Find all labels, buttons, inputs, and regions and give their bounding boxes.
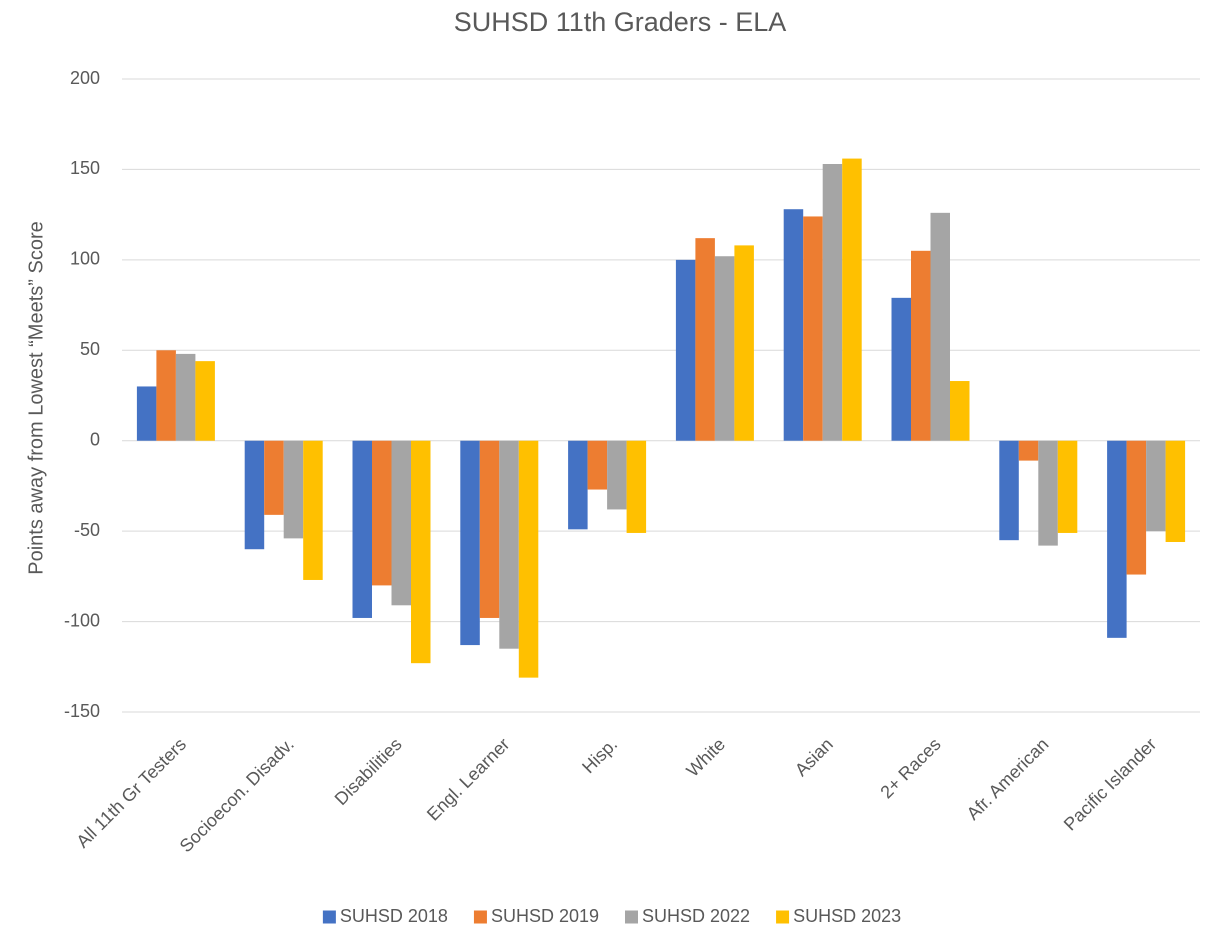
bar bbox=[803, 216, 823, 441]
y-tick-label: 150 bbox=[70, 158, 100, 178]
bar bbox=[264, 440, 284, 515]
bar bbox=[175, 353, 196, 441]
bar bbox=[607, 440, 627, 510]
x-tick-label: Hisp. bbox=[578, 734, 621, 777]
chart-title: SUHSD 11th Graders - ELA bbox=[454, 7, 787, 37]
bar bbox=[1107, 440, 1127, 638]
bar bbox=[783, 209, 804, 441]
x-tick-label: White bbox=[682, 734, 729, 781]
bar bbox=[734, 245, 754, 441]
y-tick-label: 200 bbox=[70, 68, 100, 88]
legend-label: SUHSD 2023 bbox=[793, 906, 901, 926]
bar bbox=[714, 256, 735, 441]
legend-label: SUHSD 2019 bbox=[491, 906, 599, 926]
x-tick-label: Engl. Learner bbox=[423, 734, 514, 825]
x-tick-label: Asian bbox=[791, 734, 837, 780]
bar bbox=[391, 440, 411, 606]
y-tick-label: -100 bbox=[64, 610, 100, 630]
bar bbox=[999, 440, 1019, 541]
bar bbox=[911, 250, 931, 441]
x-tick-label: Pacific Islander bbox=[1060, 734, 1160, 834]
legend-label: SUHSD 2018 bbox=[340, 906, 448, 926]
x-tick-label: Disabilities bbox=[331, 734, 406, 809]
y-tick-label: 0 bbox=[90, 429, 100, 449]
legend-swatch bbox=[322, 910, 336, 924]
bar bbox=[1165, 440, 1186, 542]
legend-swatch bbox=[473, 910, 487, 924]
bar bbox=[950, 381, 970, 441]
bar bbox=[244, 440, 265, 550]
y-tick-label: -50 bbox=[74, 520, 100, 540]
bar bbox=[479, 440, 500, 618]
bar bbox=[1146, 440, 1166, 532]
bar bbox=[411, 440, 431, 664]
bar bbox=[1057, 440, 1078, 533]
legend-swatch bbox=[776, 910, 790, 924]
x-tick-label: Socioecon. Disadv. bbox=[176, 734, 298, 856]
bar bbox=[695, 238, 715, 441]
bar bbox=[842, 158, 862, 441]
bar bbox=[460, 440, 480, 646]
bar bbox=[372, 440, 392, 586]
bar bbox=[626, 440, 647, 533]
y-axis-label: Points away from Lowest “Meets” Score bbox=[25, 221, 47, 574]
bar bbox=[156, 350, 176, 441]
legend-label: SUHSD 2022 bbox=[642, 906, 750, 926]
bar bbox=[1018, 440, 1039, 461]
legend-swatch bbox=[625, 910, 638, 924]
bar bbox=[303, 440, 323, 580]
bar bbox=[930, 212, 950, 441]
y-tick-label: 100 bbox=[70, 249, 100, 269]
x-tick-label: Afr. American bbox=[963, 734, 1053, 824]
bar bbox=[1038, 440, 1058, 546]
bar bbox=[518, 440, 539, 678]
bar bbox=[891, 297, 911, 441]
bar bbox=[352, 440, 372, 618]
bar bbox=[283, 440, 304, 539]
bar bbox=[675, 259, 696, 441]
bar bbox=[499, 440, 519, 649]
bar bbox=[136, 386, 157, 441]
y-tick-label: 50 bbox=[80, 339, 100, 359]
bar bbox=[1126, 440, 1147, 575]
bar bbox=[195, 361, 215, 441]
bar bbox=[587, 440, 608, 490]
bar bbox=[822, 164, 843, 441]
x-tick-label: All 11th Gr Testers bbox=[72, 734, 190, 852]
x-tick-label: 2+ Races bbox=[876, 734, 944, 802]
y-tick-label: -150 bbox=[64, 701, 100, 721]
bar bbox=[568, 440, 588, 530]
